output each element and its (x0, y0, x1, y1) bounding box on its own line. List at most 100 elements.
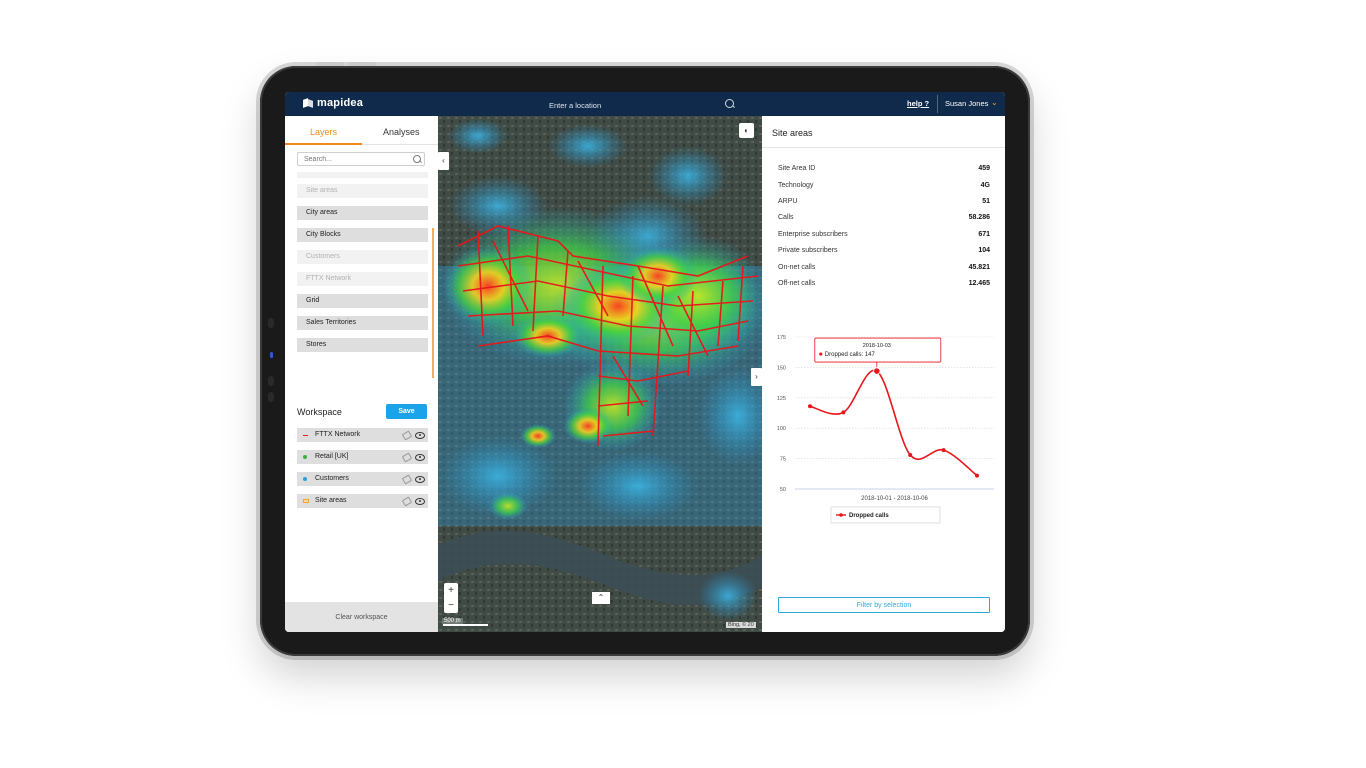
layer-list: Site areas City areas City Blocks Custom… (297, 172, 428, 378)
user-menu[interactable]: Susan Jones (945, 99, 989, 108)
field-value: 58.286 (968, 214, 990, 221)
tag-icon[interactable] (401, 452, 413, 463)
tag-icon[interactable] (401, 496, 413, 507)
panel-tabs: Layers Analyses (285, 116, 438, 145)
side-button (268, 318, 274, 328)
app-screen: mapidea help ? Susan Jones ⌄ Layers Anal… (285, 92, 1005, 632)
map-scale-label: 500 m (442, 618, 463, 624)
tab-analyses[interactable]: Analyses (383, 127, 420, 137)
eye-icon[interactable] (415, 476, 425, 483)
active-tab-indicator (285, 143, 362, 145)
y-tick-label: 175 (777, 335, 786, 341)
layer-item-site-areas[interactable]: Site areas (297, 184, 428, 198)
right-panel: Site areas Site Area ID 459 Technology 4G … (762, 116, 1005, 632)
workspace-item-label: Customers (315, 475, 349, 482)
zoom-in-button[interactable]: + (448, 585, 454, 596)
logo-text: mapidea (317, 97, 364, 109)
panel-divider (762, 147, 1005, 148)
collapse-left-panel-button[interactable]: ‹ (438, 152, 449, 170)
eye-icon[interactable] (415, 432, 425, 439)
dropped-calls-chart: 50 75 100 125 150 175 2018-10-03 Dropped calls:… (777, 335, 994, 524)
field-label: On-net calls (778, 264, 816, 271)
legend-entry: Dropped calls (849, 513, 889, 519)
workspace-item-site-areas[interactable]: Site areas (297, 494, 428, 508)
layer-item-stores[interactable]: Stores (297, 338, 428, 352)
search-icon[interactable] (413, 155, 421, 163)
field-label: Site Area ID (778, 165, 816, 172)
eye-icon[interactable] (415, 498, 425, 505)
collapse-right-panel-button[interactable]: › (751, 368, 762, 386)
workspace-title: Workspace (297, 407, 342, 417)
heatmap-layer (438, 116, 762, 632)
y-tick-label: 125 (777, 396, 786, 402)
tag-icon[interactable] (401, 430, 413, 441)
field-row: On-net calls 45.821 (778, 264, 990, 271)
tab-layers[interactable]: Layers (310, 127, 338, 137)
field-value: 671 (978, 231, 990, 238)
field-row: ARPU 51 (778, 198, 990, 205)
layer-list-scrollbar[interactable] (432, 228, 434, 378)
field-value: 45.821 (968, 264, 990, 271)
eye-icon[interactable] (415, 454, 425, 461)
x-axis-label: 2018-10-01 - 2018-10-06 (861, 496, 928, 502)
map-scale-bar (443, 624, 488, 626)
dropped-calls-line (809, 369, 978, 477)
chevron-down-icon[interactable]: ⌄ (991, 98, 998, 107)
field-value: 4G (980, 182, 990, 189)
field-value: 12.465 (968, 280, 990, 287)
layer-item-partial (297, 172, 428, 178)
help-link[interactable]: help ? (907, 99, 930, 108)
workspace-item-label: Retail [UK] (315, 453, 349, 460)
layer-item-grid[interactable]: Grid (297, 294, 428, 308)
field-value: 51 (982, 198, 990, 205)
zoom-out-button[interactable]: − (448, 600, 454, 611)
panel-title: Site areas (772, 128, 813, 138)
tooltip-text: Dropped calls: 147 (825, 352, 876, 358)
workspace-item-retail-uk[interactable]: Retail [UK] (297, 450, 428, 464)
tooltip-box (814, 337, 942, 363)
workspace-item-customers[interactable]: Customers (297, 472, 428, 486)
left-panel: Layers Analyses Site areas City areas Ci… (285, 116, 439, 632)
layer-item-customers[interactable]: Customers (297, 250, 428, 264)
location-search-input[interactable] (547, 98, 737, 112)
workspace-item-fttx-network[interactable]: FTTX Network (297, 428, 428, 442)
tooltip-date: 2018-10-03 (863, 343, 891, 349)
map-view[interactable]: ‹ › ◐ + − 500 m Bing, © 20 (438, 116, 762, 632)
field-label: Technology (778, 182, 814, 189)
layer-item-city-blocks[interactable]: City Blocks (297, 228, 428, 242)
field-value: 104 (978, 247, 990, 254)
field-label: Private subscribers (778, 247, 838, 254)
y-tick-label: 150 (777, 365, 786, 371)
zoom-control: + − (444, 583, 458, 613)
mapidea-logo-icon (303, 98, 313, 108)
layer-search-input[interactable] (297, 152, 425, 166)
field-label: Enterprise subscribers (778, 231, 848, 238)
dot-symbol-icon (303, 477, 307, 481)
header-divider (937, 95, 938, 113)
workspace-item-label: FTTX Network (315, 431, 361, 438)
field-label: Off-net calls (778, 280, 816, 287)
map-attribution: Bing, © 20 (726, 622, 756, 628)
layer-item-sales-territories[interactable]: Sales Territories (297, 316, 428, 330)
filter-by-selection-button[interactable]: Filter by selection (778, 597, 990, 613)
data-point (808, 404, 812, 409)
field-row: Private subscribers 104 (778, 247, 990, 254)
app-logo[interactable]: mapidea (303, 97, 363, 109)
data-point (841, 410, 846, 415)
y-tick-label: 75 (780, 457, 786, 463)
field-row: Site Area ID 459 (778, 165, 990, 172)
field-row: Enterprise subscribers 671 (778, 231, 990, 238)
layer-item-fttx-network[interactable]: FTTX Network (297, 272, 428, 286)
legend-marker (839, 513, 843, 517)
clear-workspace-button[interactable]: Clear workspace (285, 602, 438, 632)
tag-icon[interactable] (401, 474, 413, 485)
field-row: Calls 58.286 (778, 214, 990, 221)
data-point (908, 452, 913, 457)
layer-item-city-areas[interactable]: City areas (297, 206, 428, 220)
search-icon[interactable] (725, 99, 734, 108)
tooltip-marker (819, 352, 823, 356)
field-row: Technology 4G (778, 182, 990, 189)
expand-bottom-panel-button[interactable]: ⌃ (592, 592, 610, 604)
globe-icon[interactable]: ◐ (739, 123, 754, 138)
save-button[interactable]: Save (386, 404, 427, 419)
